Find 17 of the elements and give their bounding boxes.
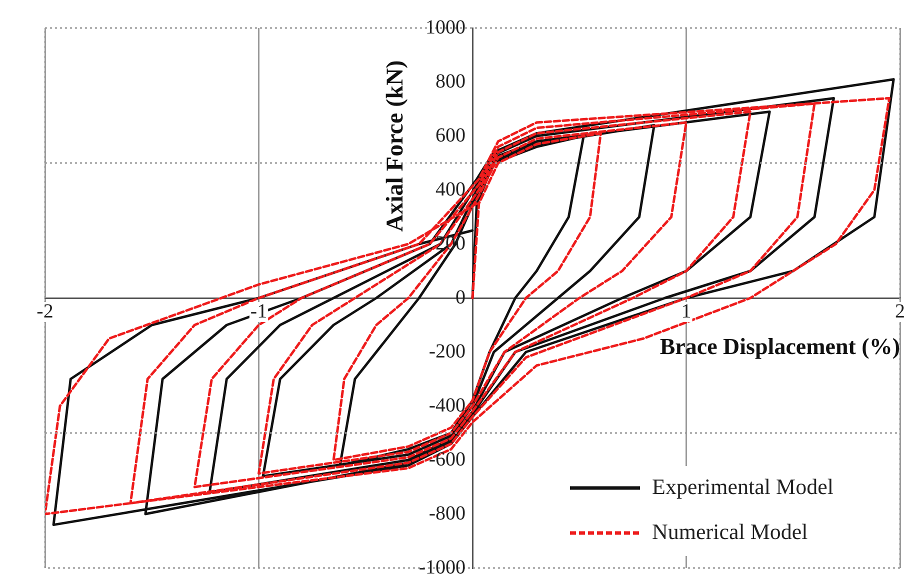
y-tick-label: 400 xyxy=(436,178,466,200)
x-tick-label: 2 xyxy=(895,300,905,322)
y-tick-label: -1000 xyxy=(418,556,466,578)
y-tick-label: -800 xyxy=(428,502,466,524)
y-axis-title: Axial Force (kN) xyxy=(382,60,409,232)
x-tick-label: 1 xyxy=(681,300,692,322)
y-tick-label: 800 xyxy=(436,70,466,92)
legend-label: Numerical Model xyxy=(652,518,808,544)
y-tick-label: -200 xyxy=(428,340,466,362)
y-tick-label: 600 xyxy=(436,124,466,146)
y-tick-label: 1000 xyxy=(426,16,466,38)
x-tick-label: -2 xyxy=(36,300,54,322)
y-tick-label: -400 xyxy=(428,394,466,416)
x-tick-label: -1 xyxy=(250,300,268,322)
y-tick-label: -600 xyxy=(428,448,466,470)
legend-label: Experimental Model xyxy=(652,474,834,499)
x-axis-title: Brace Displacement (%) xyxy=(660,334,900,359)
